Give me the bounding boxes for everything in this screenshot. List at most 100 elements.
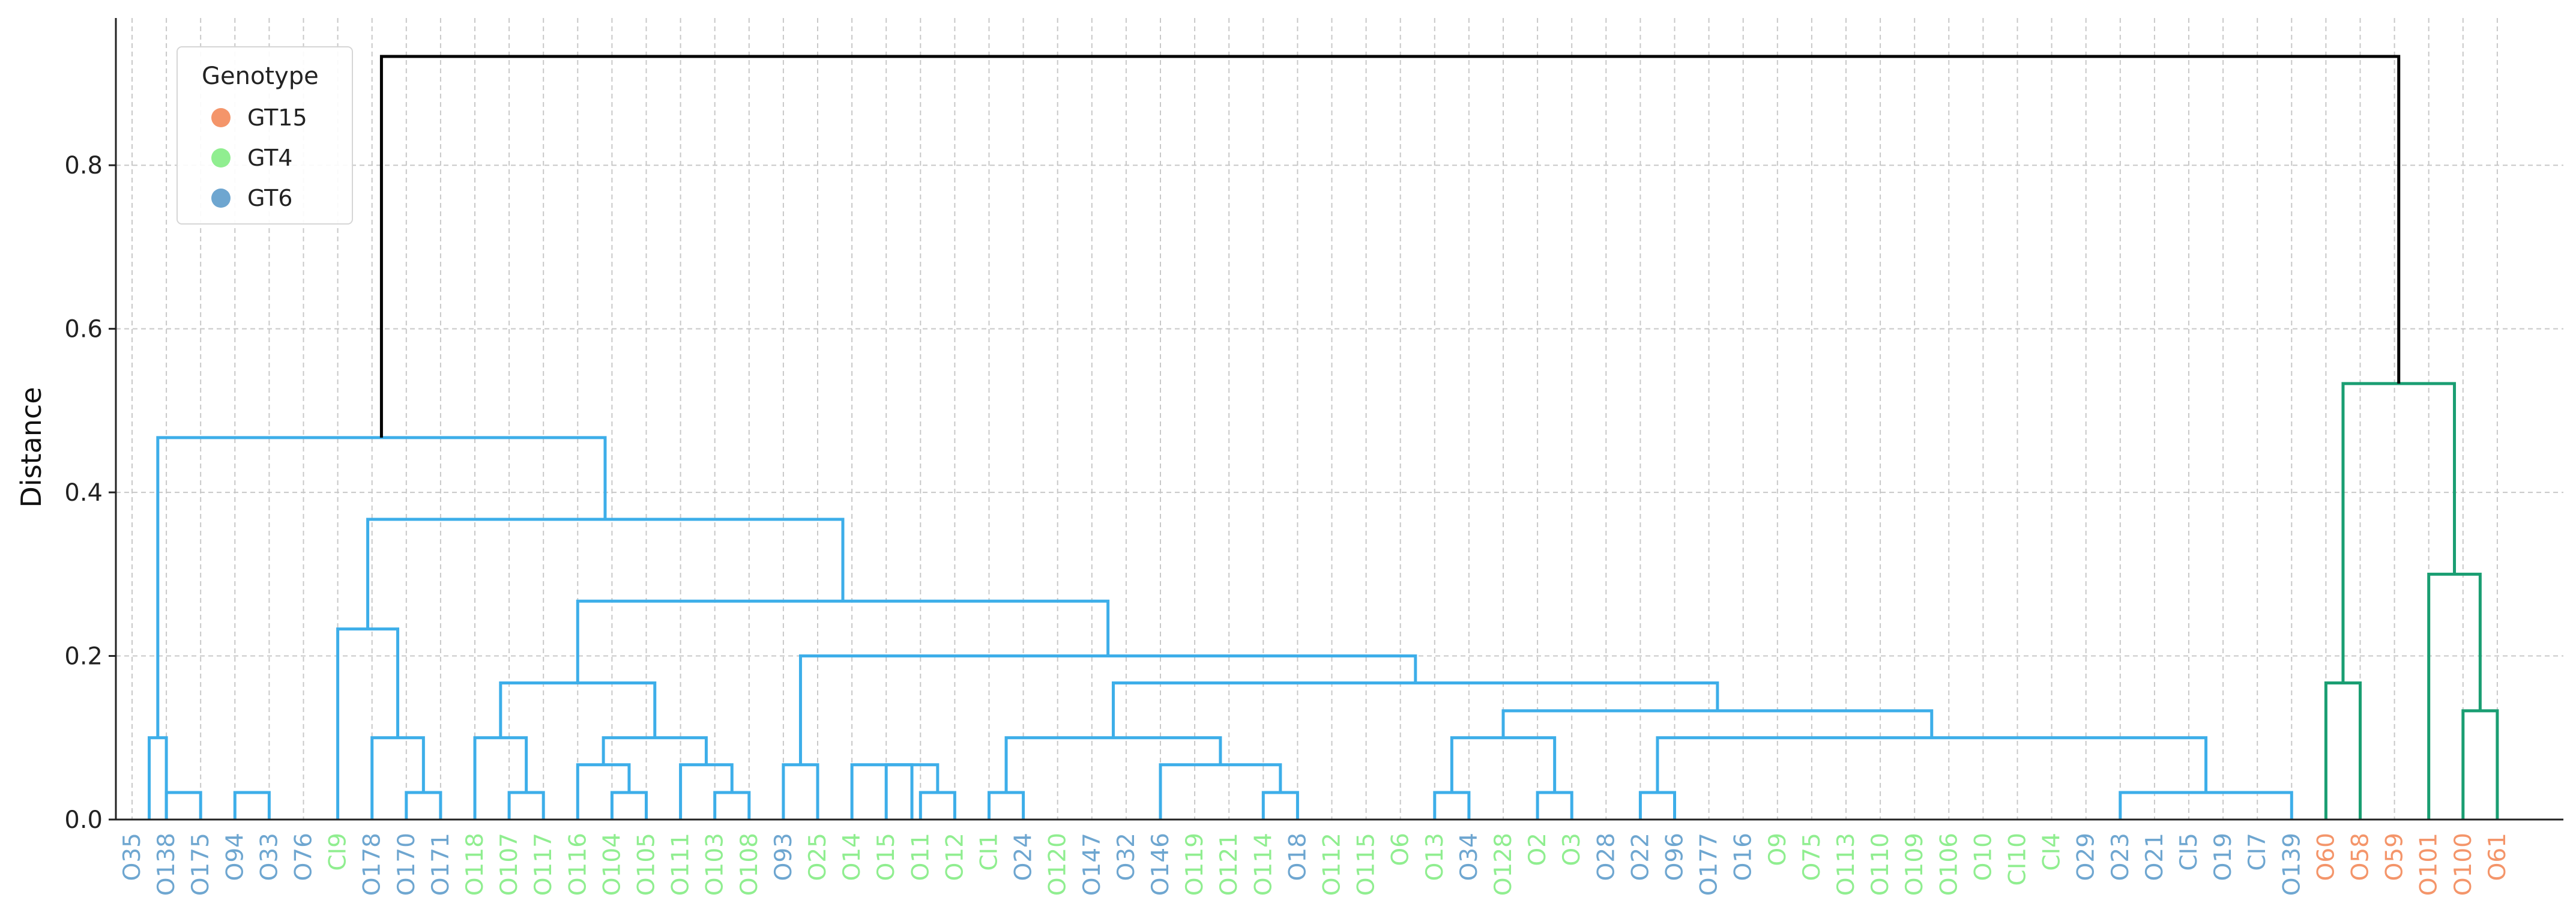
dendrogram-link — [1656, 736, 2208, 793]
legend-entry-label: GT15 — [247, 104, 307, 131]
dendrogram-link — [1501, 709, 1934, 738]
dendrogram-link — [1536, 791, 1573, 820]
dendrogram-link — [507, 791, 545, 820]
leaf-label: O58 — [2347, 833, 2374, 881]
dendrogram-link — [1638, 791, 1676, 820]
dendrogram-link — [798, 654, 1417, 765]
legend-entries: GT15 GT4 GT6 — [211, 104, 307, 211]
dendrogram-link — [379, 55, 2401, 438]
leaf-label: O146 — [1147, 833, 1174, 896]
y-tick-label: 0.0 — [64, 806, 103, 834]
leaf-label: O25 — [804, 833, 831, 881]
leaf-label: O118 — [462, 833, 489, 896]
dendrogram-link — [473, 736, 528, 820]
leaf-label: O35 — [119, 833, 146, 881]
legend-title: Genotype — [202, 62, 319, 90]
leaf-label: O139 — [2278, 833, 2305, 896]
y-tick-label: 0.4 — [64, 479, 103, 507]
dendrogram-link — [679, 763, 734, 820]
leaf-label: O121 — [1216, 833, 1243, 896]
leaf-label: O59 — [2381, 833, 2409, 881]
leaf-label: O170 — [393, 833, 420, 896]
dendrogram-link — [713, 791, 751, 820]
leaf-label: O138 — [153, 833, 180, 896]
dendrogram-link — [148, 736, 168, 820]
leaf-label: O23 — [2107, 833, 2134, 881]
leaf-label: O171 — [427, 833, 454, 896]
legend: Genotype GT15 GT4 GT6 — [176, 46, 353, 225]
leaf-label: O104 — [599, 833, 626, 896]
leaf-label: O9 — [1764, 833, 1791, 866]
dendrogram-link — [918, 791, 956, 820]
leaf-label: O19 — [2210, 833, 2237, 881]
leaf-label: O115 — [1353, 833, 1380, 896]
leaf-label: O29 — [2073, 833, 2100, 881]
axes — [115, 18, 2563, 821]
legend-entry-label: GT6 — [247, 185, 292, 211]
leaf-labels: O35 O138 O175 O94 O33 O76 CI9 O178 O170 O171 O118 O… — [119, 833, 2511, 896]
leaf-label: O96 — [1662, 833, 1689, 881]
leaf-label: O114 — [1250, 833, 1277, 896]
leaf-label: O32 — [1113, 833, 1140, 881]
dendrogram-link — [2427, 572, 2482, 820]
leaf-label: O10 — [1970, 833, 1997, 881]
leaf-label: O119 — [1181, 833, 1208, 896]
dendrogram-link — [2324, 681, 2362, 820]
leaf-label: O14 — [839, 833, 866, 881]
leaf-label: O116 — [564, 833, 591, 896]
dendrogram-link — [1450, 736, 1557, 793]
leaf-label: O24 — [1010, 833, 1037, 881]
leaf-label: O175 — [187, 833, 214, 896]
legend-entry-label: GT4 — [247, 145, 292, 171]
leaf-label: CI9 — [325, 833, 352, 871]
leaf-label: O178 — [359, 833, 386, 896]
legend-marker — [211, 189, 231, 208]
leaf-label: O33 — [256, 833, 283, 881]
leaf-label: O16 — [1730, 833, 1757, 881]
leaf-label: O93 — [770, 833, 797, 881]
leaf-label: O128 — [1490, 833, 1517, 896]
dendrogram-link — [156, 436, 607, 738]
dendrogram-link — [1261, 791, 1299, 820]
leaf-label: O94 — [222, 833, 249, 881]
y-tick-label: 0.8 — [64, 152, 103, 180]
dendrogram-link — [405, 791, 442, 820]
leaf-label: O6 — [1387, 833, 1414, 866]
leaf-label: O147 — [1079, 833, 1106, 896]
dendrogram-link — [2461, 709, 2499, 820]
y-axis-title: Distance — [15, 387, 47, 507]
legend-box — [176, 46, 353, 225]
leaf-label: O22 — [1627, 833, 1654, 881]
leaf-label: CI1 — [976, 833, 1003, 871]
leaf-label: O15 — [873, 833, 900, 881]
leaf-label: O60 — [2312, 833, 2339, 881]
leaf-label: O2 — [1524, 833, 1551, 866]
leaf-label: O107 — [496, 833, 523, 896]
leaf-label: O34 — [1456, 833, 1483, 881]
leaf-label: O109 — [1901, 833, 1928, 896]
leaf-label: O106 — [1935, 833, 1962, 896]
dendrogram-link — [1004, 736, 1222, 793]
leaf-label: O61 — [2484, 833, 2511, 881]
leaf-label: O120 — [1045, 833, 1072, 896]
legend-marker — [211, 148, 231, 168]
dendrogram-link — [499, 681, 657, 738]
dendrogram-link — [336, 627, 400, 820]
leaf-label: O177 — [1696, 833, 1723, 896]
leaf-label: O76 — [291, 833, 318, 881]
dendrogram-link — [610, 791, 648, 820]
legend-marker — [211, 108, 231, 127]
dendrogram-link — [233, 791, 271, 820]
dendrogram-link — [1433, 791, 1471, 820]
dendrogram-link — [164, 791, 202, 820]
leaf-label: O75 — [1799, 833, 1826, 881]
dendrogram-branches — [148, 55, 2499, 820]
y-tick-label: 0.6 — [64, 316, 103, 343]
leaf-label: O103 — [702, 833, 729, 896]
leaf-label: O13 — [1422, 833, 1449, 881]
leaf-label: O111 — [668, 833, 695, 896]
dendrogram-link — [1111, 681, 1719, 738]
y-tick-label: 0.2 — [64, 643, 103, 671]
leaf-label: O101 — [2416, 833, 2443, 896]
